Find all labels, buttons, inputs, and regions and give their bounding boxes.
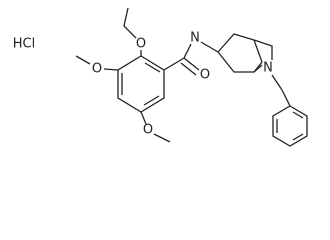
bond — [253, 64, 263, 73]
ethyl — [123, 7, 137, 39]
methyl — [153, 133, 171, 143]
methyl — [75, 55, 91, 65]
phenyl-ring — [272, 105, 308, 147]
bond — [271, 74, 283, 91]
carbonyl — [180, 62, 197, 76]
double-bond — [292, 111, 304, 119]
bridge — [253, 39, 273, 60]
bond — [140, 111, 147, 125]
atom-label: O — [200, 68, 210, 83]
salt-label: HCl — [13, 37, 35, 52]
carbonyl — [183, 57, 200, 71]
bond — [103, 68, 119, 71]
benzene-ring — [117, 55, 165, 113]
double-bond — [144, 62, 161, 73]
bond — [200, 41, 219, 53]
atom-label: N — [263, 61, 273, 76]
double-bond — [143, 95, 160, 106]
atom-label: O — [136, 37, 146, 52]
structure: HCl N O O O O N — [13, 7, 308, 147]
bond — [183, 43, 192, 59]
atom-label: N — [190, 31, 200, 46]
bonds — [75, 7, 308, 147]
ring — [217, 33, 263, 63]
atom-label: O — [143, 123, 153, 138]
ring — [217, 51, 263, 73]
double-bond — [292, 133, 304, 141]
bond — [163, 57, 185, 71]
bond — [281, 89, 291, 107]
atom-label: O — [92, 62, 102, 77]
